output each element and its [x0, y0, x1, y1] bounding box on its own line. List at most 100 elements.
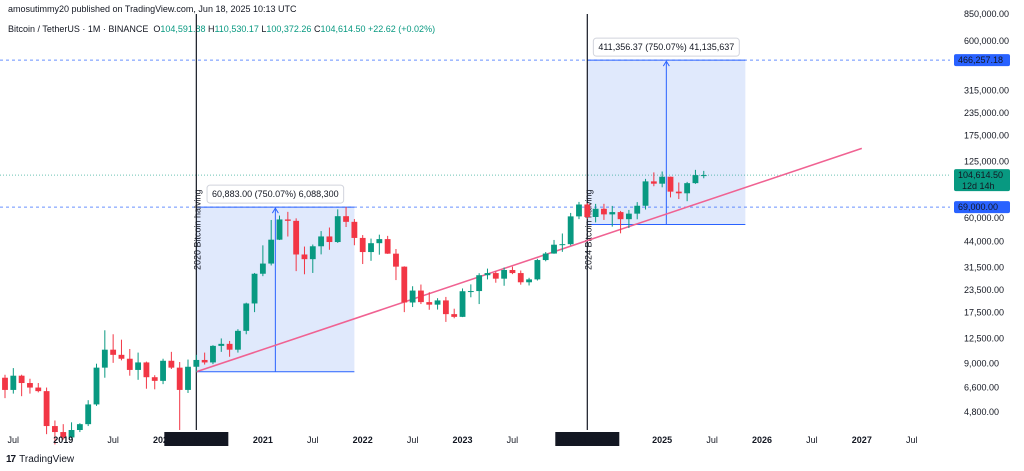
- open-value: 104,591.88: [160, 24, 206, 34]
- candle-body-2020-12: [251, 273, 258, 304]
- candle-body-2021-03: [276, 219, 283, 240]
- candle-body-2022-02: [368, 243, 374, 253]
- tradingview-brand: TradingView: [19, 454, 75, 465]
- candle-body-2023-12: [551, 244, 557, 254]
- candle-body-2020-07: [210, 345, 216, 363]
- candle-body-2024-07: [609, 212, 616, 215]
- halving-label-1: 2024 Bitcoin halving: [583, 189, 593, 270]
- last-price-badge-bg: [954, 169, 1010, 192]
- candle-body-2023-04: [484, 273, 491, 276]
- candle-body-2020-09: [226, 343, 233, 350]
- y-tick-label-13: 6,600.00: [964, 383, 999, 393]
- candle-body-2022-09: [426, 302, 433, 305]
- candle-body-2025-06: [700, 175, 707, 177]
- y-tick-label-7: 44,000.00: [964, 237, 1004, 247]
- x-tick-label-2: Jul: [107, 435, 119, 445]
- halving-date-label-0: Fri 01 May '20: [168, 435, 225, 445]
- candle-body-2021-05: [293, 220, 300, 255]
- y-tick-label-3: 235,000.00: [964, 108, 1009, 118]
- candle-body-2023-05: [492, 273, 499, 279]
- candle-body-2020-05: [193, 359, 200, 367]
- candle-body-2019-09: [126, 358, 133, 370]
- high-label: H: [207, 24, 215, 34]
- change-value: +22.62 (+0.02%): [368, 24, 436, 34]
- candle-body-2024-09: [625, 213, 632, 220]
- candle-body-2024-03: [576, 204, 582, 217]
- candle-body-2018-11: [43, 391, 50, 427]
- candle-body-2025-03: [675, 191, 682, 194]
- candle-body-2023-02: [467, 291, 474, 293]
- candle-body-2022-11: [442, 300, 449, 315]
- candle-body-2021-07: [309, 246, 316, 260]
- x-tick-label-4: 2021: [253, 435, 273, 445]
- candle-body-2023-03: [476, 275, 483, 292]
- candle-body-2022-06: [401, 266, 408, 303]
- halving-date-badge-0: [164, 432, 229, 446]
- candle-body-2022-07: [409, 290, 416, 303]
- candle-body-2025-02: [667, 176, 674, 192]
- x-tick-label-11: Jul: [706, 435, 718, 445]
- candle-body-2022-04: [384, 239, 391, 254]
- measure-label-box-1: [592, 37, 740, 57]
- candle-body-2018-10: [35, 387, 42, 392]
- high-value: 110,530.17: [214, 24, 259, 34]
- x-tick-label-1: 2019: [53, 435, 73, 445]
- x-tick-label-15: Jul: [906, 435, 918, 445]
- y-tick-label-14: 4,800.00: [964, 407, 999, 417]
- candle-body-2020-08: [218, 343, 225, 346]
- x-tick-label-3: 2020: [153, 435, 173, 445]
- candle-body-2021-04: [284, 219, 291, 221]
- low-value: 100,372.26: [266, 24, 312, 34]
- x-tick-label-8: 2023: [453, 435, 473, 445]
- halving-label-0: 2020 Bitcoin halving: [192, 189, 202, 270]
- x-tick-label-10: 2025: [652, 435, 672, 445]
- tradingview-logo[interactable]: 17 TradingView: [6, 454, 74, 465]
- close-value: 104,614.50: [320, 24, 366, 34]
- candle-body-2018-12: [52, 426, 58, 433]
- candle-body-2020-04: [185, 366, 191, 390]
- candle-body-2019-02: [68, 430, 75, 438]
- candle-body-2025-01: [659, 176, 666, 184]
- candle-body-2022-12: [451, 314, 458, 317]
- candle-body-2019-11: [143, 362, 150, 378]
- y-tick-label-8: 31,500.00: [964, 262, 1004, 272]
- candle-body-2022-03: [376, 239, 383, 244]
- halving-date-badge-1: [555, 432, 620, 446]
- x-tick-label-6: 2022: [353, 435, 373, 445]
- candle-body-2022-08: [418, 290, 424, 303]
- candle-body-2023-08: [517, 273, 524, 283]
- price-level-badge-1: 69,000.00: [958, 202, 998, 212]
- candle-body-2018-06: [2, 377, 8, 390]
- candle-body-2023-01: [459, 291, 466, 317]
- y-tick-label-2: 315,000.00: [964, 85, 1009, 95]
- candle-body-2021-11: [343, 216, 349, 222]
- x-tick-label-14: 2027: [852, 435, 872, 445]
- candle-body-2020-02: [168, 360, 175, 368]
- candle-body-2024-06: [601, 208, 607, 215]
- candle-body-2023-09: [526, 279, 532, 283]
- y-tick-label-11: 12,500.00: [964, 333, 1004, 343]
- measure-label-0: 60,883.00 (750.07%) 6,088,300: [212, 189, 339, 199]
- candle-body-2019-08: [118, 354, 125, 359]
- trendline: [196, 147, 863, 373]
- candle-body-2023-11: [542, 253, 549, 261]
- candle-body-2020-11: [243, 303, 250, 331]
- candle-body-2022-01: [359, 237, 366, 253]
- candle-body-2024-02: [567, 216, 574, 245]
- close-label: C: [313, 24, 321, 34]
- x-tick-label-0: Jul: [8, 435, 20, 445]
- last-price-badge-countdown: 12d 14h: [962, 181, 995, 191]
- y-tick-label-4: 175,000.00: [964, 131, 1009, 141]
- candle-body-2021-01: [259, 263, 266, 274]
- candle-body-2022-05: [393, 253, 399, 267]
- candle-body-2021-12: [351, 221, 358, 238]
- measure-label-box-0: [206, 184, 345, 204]
- candle-body-2018-07: [10, 375, 17, 390]
- candle-body-2025-04: [684, 183, 691, 194]
- candle-body-2023-07: [509, 269, 516, 274]
- candle-body-2024-01: [559, 244, 566, 246]
- candle-body-2019-12: [151, 377, 158, 381]
- x-tick-label-13: Jul: [806, 435, 818, 445]
- candle-body-2019-10: [135, 362, 142, 370]
